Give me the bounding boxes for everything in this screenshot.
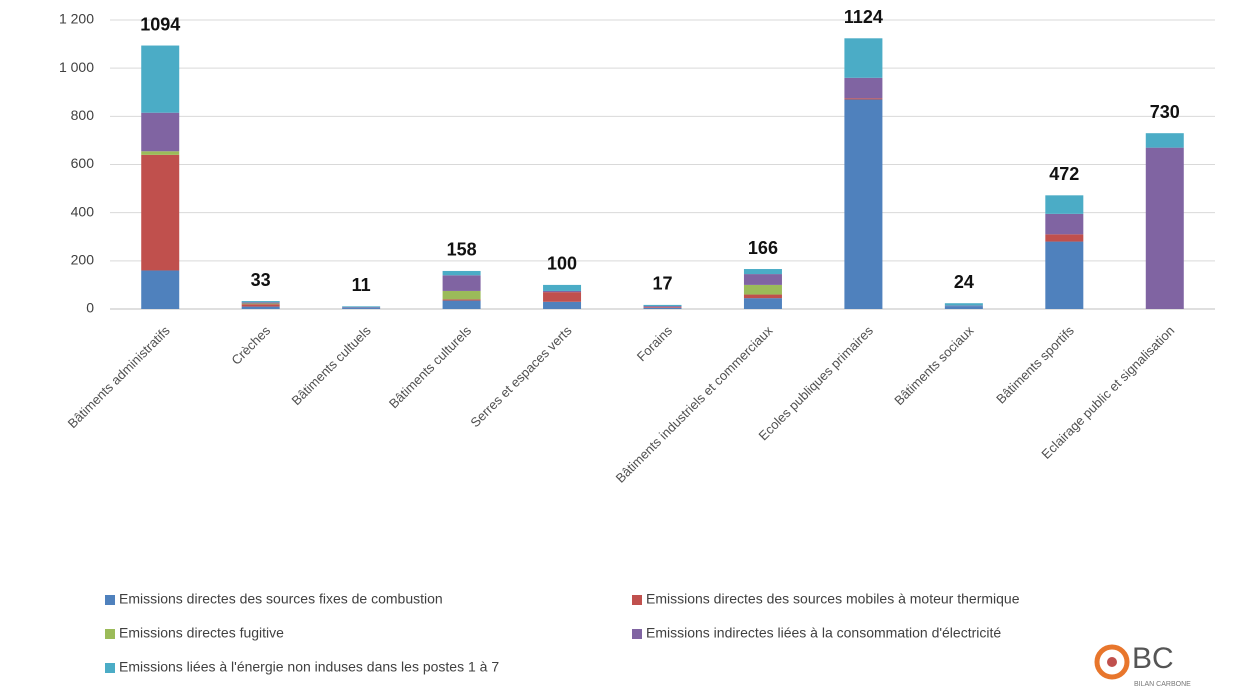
bar-segment	[342, 306, 381, 308]
x-tick-label: Bâtiments sociaux	[891, 323, 977, 409]
legend-swatch	[105, 595, 115, 605]
legend-swatch	[105, 629, 115, 639]
total-label: 24	[954, 272, 974, 292]
bar-segment	[643, 307, 682, 309]
bar-segment	[643, 304, 682, 307]
legend-swatch	[105, 663, 115, 673]
logo-ring	[1094, 644, 1130, 680]
bar-segment	[543, 290, 582, 293]
x-tick-label: Bâtiments industriels et commerciaux	[613, 323, 776, 486]
bar-segment	[241, 302, 280, 304]
x-tick-label: Bâtiments culturels	[386, 323, 475, 412]
bar-segment	[442, 275, 481, 291]
bar-segment	[944, 303, 983, 306]
bar-segment	[442, 270, 481, 276]
total-label: 17	[652, 274, 672, 294]
bar-segment	[342, 308, 381, 309]
y-tick-label: 0	[86, 300, 94, 316]
bar-segment	[844, 99, 883, 309]
bar-segment	[241, 304, 280, 307]
total-label: 1124	[844, 7, 883, 27]
legend-swatch	[632, 595, 642, 605]
total-label: 100	[547, 254, 577, 274]
y-tick-label: 1 000	[59, 59, 94, 75]
bar-segment	[643, 307, 682, 308]
y-tick-label: 1 200	[59, 11, 94, 27]
bar-segment	[743, 274, 782, 285]
bar-segment	[543, 292, 582, 302]
total-label: 1094	[140, 14, 180, 34]
legend-label: Emissions directes fugitive	[119, 625, 284, 641]
bar-segment	[1145, 147, 1184, 309]
x-tick-label: Crèches	[228, 323, 273, 368]
legend-label: Emissions directes des sources fixes de …	[119, 591, 443, 607]
legend-label: Emissions indirectes liées à la consomma…	[646, 625, 1001, 641]
bar-segment	[141, 270, 180, 309]
logo-text: BC	[1132, 642, 1174, 675]
logo: BC BILAN CARBONE	[1094, 642, 1191, 688]
x-tick-label: Bâtiments sportifs	[993, 323, 1077, 407]
x-tick-label: Ecoles publiques primaires	[755, 323, 876, 444]
bar-segment	[141, 112, 180, 152]
bar-segment	[342, 307, 381, 309]
y-tick-label: 800	[71, 107, 95, 123]
bar-segment	[141, 154, 180, 271]
bar-segment	[442, 300, 481, 309]
logo-dot	[1107, 657, 1117, 667]
legend-swatch	[632, 629, 642, 639]
bar-segment	[1045, 234, 1084, 242]
bar-segment	[442, 299, 481, 301]
bar-segment	[1045, 241, 1084, 309]
bar-segment	[141, 45, 180, 113]
legend-label: Emissions liées à l'énergie non induses …	[119, 659, 499, 675]
bar-segment	[1045, 195, 1084, 214]
x-tick-label: Serres et espaces verts	[467, 323, 575, 431]
bar-segment	[643, 306, 682, 308]
bar-segment	[743, 294, 782, 299]
bar-segment	[241, 306, 280, 309]
bar-segment	[844, 98, 883, 100]
total-label: 730	[1150, 102, 1180, 122]
bar-segment	[543, 284, 582, 291]
bar-segment	[743, 298, 782, 309]
total-label: 472	[1049, 164, 1079, 184]
x-tick-label: Bâtiments administratifs	[65, 323, 174, 432]
bar-segment	[1045, 213, 1084, 235]
bar-segment	[241, 303, 280, 305]
bar-segment	[241, 301, 280, 303]
total-label: 158	[447, 240, 477, 260]
x-tick-label: Forains	[634, 323, 676, 365]
bar-segment	[543, 301, 582, 309]
y-tick-label: 200	[71, 252, 95, 268]
bar-segment	[743, 269, 782, 275]
bar-segment	[141, 151, 180, 155]
y-tick-label: 600	[71, 155, 95, 171]
bar-segment	[442, 290, 481, 300]
bar-segment	[1145, 133, 1184, 148]
bar-segment	[844, 77, 883, 99]
bar-segment	[844, 38, 883, 78]
total-label: 33	[251, 270, 271, 290]
logo-subtext: BILAN CARBONE	[1134, 681, 1191, 688]
y-tick-label: 400	[71, 203, 95, 219]
bar-segment	[944, 306, 983, 309]
legend-label: Emissions directes des sources mobiles à…	[646, 591, 1020, 607]
x-tick-label: Bâtiments cultuels	[288, 323, 374, 409]
bar-segment	[743, 284, 782, 295]
total-label: 11	[352, 275, 371, 295]
total-label: 166	[748, 238, 778, 258]
